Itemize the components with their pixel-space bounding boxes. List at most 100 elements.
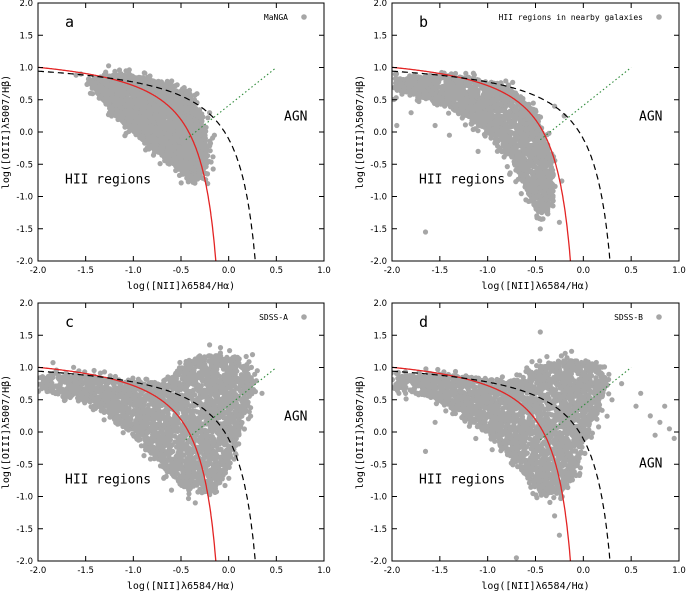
data-point — [166, 113, 172, 119]
data-point — [210, 166, 216, 172]
data-point — [101, 97, 107, 103]
data-point — [177, 164, 183, 170]
plot-area — [392, 66, 632, 261]
data-point — [142, 140, 148, 146]
data-point — [114, 108, 121, 114]
legend-label: MaNGA — [264, 13, 288, 22]
kewley-demarcation-line — [38, 70, 256, 261]
data-point — [184, 175, 190, 181]
data-point — [157, 121, 163, 127]
data-point — [130, 88, 136, 94]
data-point — [210, 154, 216, 160]
data-point — [203, 124, 209, 130]
data-point — [182, 144, 188, 151]
data-point — [125, 100, 131, 106]
data-point — [157, 148, 163, 154]
x-tick-label: -1.0 — [125, 266, 142, 276]
data-point — [132, 125, 138, 131]
data-point — [199, 118, 205, 124]
y-tick-label: 0.5 — [19, 96, 33, 106]
data-point — [173, 136, 180, 142]
plot-area — [38, 63, 277, 261]
y-tick-label: -0.5 — [16, 160, 33, 170]
x-tick-label: 1.0 — [317, 266, 331, 276]
data-point — [149, 138, 155, 144]
data-point — [176, 172, 183, 178]
data-point — [144, 80, 150, 86]
data-point — [526, 157, 533, 163]
data-point — [122, 124, 128, 130]
data-point — [186, 90, 192, 96]
data-point — [94, 90, 100, 96]
data-point — [207, 110, 213, 116]
hii-region-label: HII regions — [65, 173, 151, 188]
data-point — [125, 83, 131, 89]
data-point — [167, 118, 173, 124]
data-point — [202, 132, 208, 139]
data-point — [201, 165, 208, 171]
data-point — [207, 138, 213, 144]
data-point — [192, 127, 198, 133]
data-point — [180, 94, 186, 100]
data-point — [106, 63, 112, 69]
data-point — [178, 180, 184, 186]
data-point — [147, 73, 153, 79]
data-point — [189, 100, 195, 106]
data-point — [150, 79, 156, 85]
data-point — [479, 95, 486, 101]
data-point — [116, 67, 123, 73]
y-tick-label: -1.0 — [16, 193, 33, 203]
data-point — [189, 153, 196, 159]
data-point — [186, 140, 192, 146]
panel-a: -2.0 -1.5 -1.0 -0.5 0.0 0.5 1.0-2.0-1.5-1.0-0.… — [1, 0, 331, 292]
data-point — [118, 96, 125, 102]
data-point — [97, 76, 103, 82]
data-point — [122, 133, 128, 139]
data-point — [475, 77, 482, 83]
data-point — [163, 139, 169, 145]
data-point — [185, 120, 191, 126]
data-point — [508, 129, 514, 135]
data-point — [100, 90, 106, 96]
data-point — [179, 120, 185, 126]
scatter-points — [392, 69, 567, 235]
x-axis-label: log([NII]λ6584/Hα) — [127, 281, 235, 292]
agn-region-label: AGN — [284, 109, 307, 124]
data-point — [149, 107, 155, 113]
data-point — [103, 69, 109, 75]
data-point — [142, 96, 148, 102]
data-point — [194, 91, 200, 97]
data-point — [154, 130, 160, 136]
data-point — [133, 131, 139, 137]
x-tick-label: -1.5 — [77, 266, 94, 276]
data-point — [122, 108, 128, 114]
data-point — [128, 110, 134, 116]
data-point — [182, 129, 188, 135]
data-point — [152, 115, 158, 121]
data-point — [166, 148, 172, 154]
data-point — [207, 148, 213, 154]
data-point — [123, 90, 130, 96]
data-point — [196, 171, 202, 177]
data-point — [116, 103, 122, 109]
data-point — [115, 116, 121, 123]
data-point — [173, 167, 179, 174]
data-point — [143, 128, 149, 134]
data-point — [148, 128, 154, 135]
x-tick-label: 0.5 — [270, 266, 284, 276]
data-point — [189, 109, 195, 115]
data-point — [141, 70, 147, 76]
data-point — [207, 143, 213, 149]
data-point — [194, 119, 200, 125]
y-tick-label: -2.0 — [16, 257, 33, 267]
data-point — [109, 91, 115, 97]
data-point — [109, 104, 115, 110]
data-point — [108, 97, 114, 103]
data-point — [176, 144, 182, 150]
data-point — [96, 95, 102, 101]
data-point — [106, 110, 113, 116]
x-tick-label: -0.5 — [173, 266, 190, 276]
y-tick-label: 1.0 — [19, 64, 33, 74]
data-point — [164, 80, 170, 86]
